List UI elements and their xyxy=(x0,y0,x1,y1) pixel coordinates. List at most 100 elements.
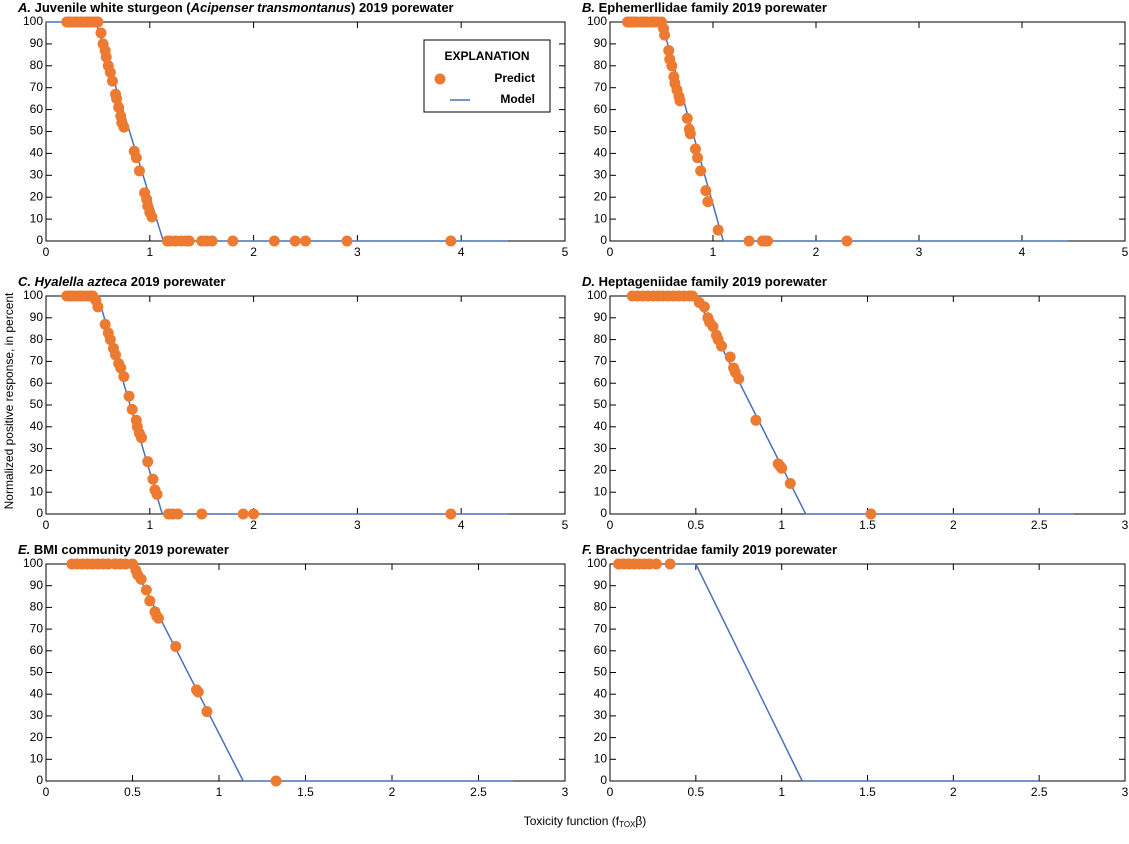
x-tick-label: 4 xyxy=(458,518,465,532)
x-tick-label: 3 xyxy=(1122,785,1129,799)
x-tick-label: 1 xyxy=(778,518,785,532)
y-tick-label: 50 xyxy=(594,124,608,138)
predict-point xyxy=(663,44,675,56)
predict-point xyxy=(133,165,145,177)
y-tick-label: 80 xyxy=(30,332,44,346)
predict-point xyxy=(650,558,662,570)
predict-point xyxy=(142,456,154,468)
x-tick-label: 2.5 xyxy=(1031,785,1048,799)
predict-point xyxy=(111,93,123,105)
x-tick-label: 2 xyxy=(813,245,820,259)
predict-point xyxy=(151,488,163,500)
y-tick-label: 70 xyxy=(594,354,608,368)
predict-point xyxy=(666,60,678,72)
predict-point xyxy=(126,403,138,415)
title-part: Juvenile white sturgeon ( xyxy=(31,0,191,15)
predict-point xyxy=(92,16,104,28)
x-tick-label: 2 xyxy=(950,785,957,799)
y-tick-label: 60 xyxy=(594,643,608,657)
plot-frame xyxy=(609,295,1126,515)
y-tick-label: 90 xyxy=(30,310,44,324)
x-tick-label: 1 xyxy=(146,245,153,259)
predict-point xyxy=(115,362,127,374)
y-tick-label: 60 xyxy=(30,102,44,116)
y-tick-label: 80 xyxy=(30,600,44,614)
predict-point xyxy=(113,101,125,113)
title-part: B. xyxy=(582,0,595,15)
y-tick-label: 100 xyxy=(23,556,43,570)
x-tick-label: 0 xyxy=(43,245,50,259)
y-tick-label: 20 xyxy=(594,463,608,477)
predict-point xyxy=(123,390,135,402)
predict-point xyxy=(762,235,774,247)
predict-point xyxy=(106,75,118,87)
legend-title: EXPLANATION xyxy=(444,49,529,63)
y-tick-label: 70 xyxy=(30,621,44,635)
legend-label: Predict xyxy=(494,71,535,85)
x-tick-label: 0 xyxy=(43,785,50,799)
x-tick-label: 1.5 xyxy=(859,785,876,799)
predict-point xyxy=(268,235,280,247)
y-tick-label: 50 xyxy=(30,397,44,411)
y-tick-label: 80 xyxy=(594,600,608,614)
x-tick-label: 2 xyxy=(950,518,957,532)
y-tick-label: 20 xyxy=(30,189,44,203)
y-tick-label: 60 xyxy=(30,375,44,389)
panel-title: B. Ephemerllidae family 2019 porewater xyxy=(582,0,827,15)
x-tick-label: 3 xyxy=(916,245,923,259)
y-tick-label: 20 xyxy=(30,463,44,477)
predict-point xyxy=(716,340,728,352)
x-tick-label: 0.5 xyxy=(687,518,704,532)
panel-title: E. BMI community 2019 porewater xyxy=(18,542,229,557)
x-tick-label: 2.5 xyxy=(1031,518,1048,532)
y-tick-label: 70 xyxy=(594,621,608,635)
predict-point xyxy=(692,152,704,164)
y-tick-label: 10 xyxy=(30,484,44,498)
y-tick-label: 40 xyxy=(30,146,44,160)
predict-point xyxy=(152,612,164,624)
predict-point xyxy=(206,235,218,247)
panel-title: D. Heptageniidae family 2019 porewater xyxy=(582,274,827,289)
x-axis-label-text: Toxicity function (f xyxy=(524,814,620,828)
legend-box xyxy=(423,39,551,113)
y-tick-label: 20 xyxy=(30,730,44,744)
y-tick-label: 70 xyxy=(594,80,608,94)
predict-point xyxy=(118,371,130,383)
y-tick-label: 100 xyxy=(587,14,607,28)
predict-point xyxy=(135,432,147,444)
predict-point xyxy=(698,301,710,313)
y-tick-label: 40 xyxy=(594,419,608,433)
legend-label: Model xyxy=(500,92,535,106)
y-tick-label: 60 xyxy=(594,102,608,116)
x-tick-label: 2 xyxy=(250,518,257,532)
y-tick-label: 90 xyxy=(594,36,608,50)
y-tick-label: 50 xyxy=(594,665,608,679)
x-tick-label: 0 xyxy=(607,785,614,799)
y-tick-label: 30 xyxy=(30,708,44,722)
predict-point xyxy=(95,27,107,39)
plot-frame xyxy=(45,563,566,782)
y-tick-label: 50 xyxy=(30,124,44,138)
y-tick-label: 40 xyxy=(30,419,44,433)
y-tick-label: 0 xyxy=(600,233,607,247)
panel-title: F. Brachycentridae family 2019 porewater xyxy=(582,542,837,557)
title-part: Ephemerllidae family 2019 porewater xyxy=(595,0,827,15)
model-line xyxy=(635,295,1074,515)
x-tick-label: 4 xyxy=(458,245,465,259)
y-tick-label: 20 xyxy=(594,730,608,744)
predict-point xyxy=(341,235,353,247)
predict-point xyxy=(289,235,301,247)
predict-point xyxy=(140,584,152,596)
x-axis-label-end: β) xyxy=(635,814,646,828)
y-tick-label: 30 xyxy=(594,167,608,181)
panel-title: A. Juvenile white sturgeon (Acipenser tr… xyxy=(17,0,454,15)
predict-point xyxy=(681,112,693,124)
y-tick-label: 40 xyxy=(594,146,608,160)
y-tick-label: 100 xyxy=(23,14,43,28)
title-part: E. xyxy=(18,542,30,557)
x-tick-label: 3 xyxy=(354,245,361,259)
predict-point xyxy=(172,508,184,520)
x-tick-label: 1 xyxy=(146,518,153,532)
plot-frame xyxy=(45,295,566,515)
predict-point xyxy=(712,224,724,236)
